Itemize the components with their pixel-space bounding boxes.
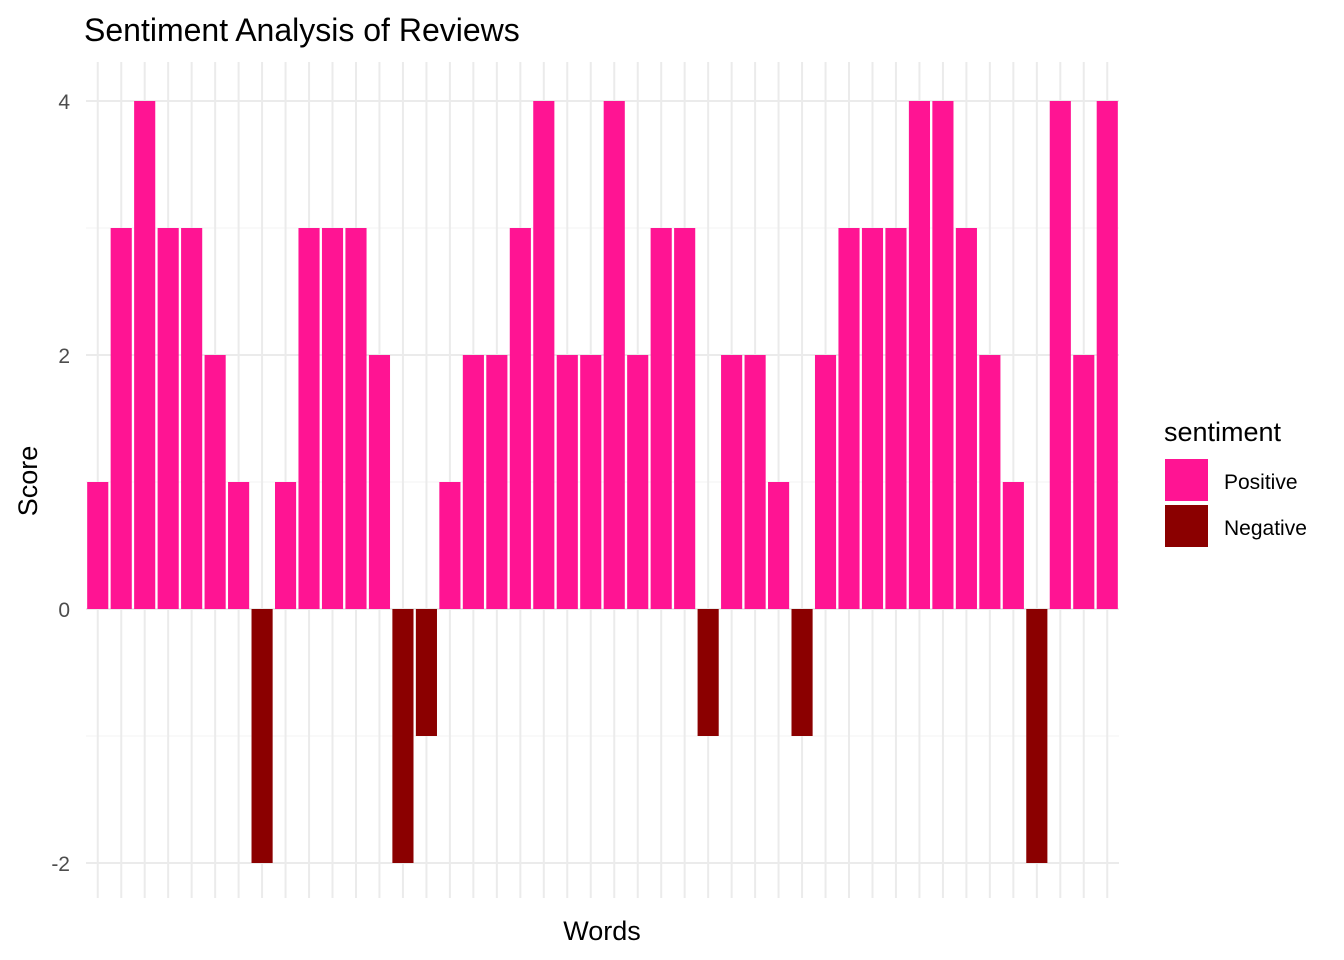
bar-negative bbox=[697, 609, 719, 736]
bar-positive bbox=[955, 228, 977, 609]
y-tick-label: 2 bbox=[58, 345, 70, 368]
legend-label-negative: Negative bbox=[1224, 517, 1307, 540]
bar-positive bbox=[908, 101, 931, 609]
bar-negative bbox=[415, 609, 437, 736]
bar-positive bbox=[814, 355, 837, 609]
bar-positive bbox=[345, 228, 367, 609]
bar-positive bbox=[87, 482, 109, 609]
bar-positive bbox=[768, 482, 790, 609]
bar-positive bbox=[368, 355, 391, 609]
bar-positive bbox=[181, 228, 203, 609]
bar-positive bbox=[134, 101, 156, 609]
legend-swatch-positive bbox=[1165, 459, 1208, 501]
bar-positive bbox=[462, 355, 484, 609]
bar-negative bbox=[392, 609, 414, 863]
x-axis-title: Words bbox=[563, 916, 641, 946]
bar-positive bbox=[274, 482, 297, 609]
bar-positive bbox=[1049, 101, 1071, 609]
bar-positive bbox=[861, 228, 884, 609]
bar-positive bbox=[885, 228, 907, 609]
bar-positive bbox=[298, 228, 320, 609]
bar-positive bbox=[439, 482, 461, 609]
bar-negative bbox=[251, 609, 273, 863]
y-axis-ticks: -2 0 2 4 bbox=[51, 91, 70, 876]
bar-positive bbox=[486, 355, 508, 609]
legend-swatch-negative bbox=[1165, 505, 1208, 547]
bar-positive bbox=[580, 355, 602, 609]
bar-positive bbox=[721, 355, 743, 609]
bar-positive bbox=[932, 101, 954, 609]
bar-positive bbox=[650, 228, 672, 609]
bar-positive bbox=[1096, 101, 1118, 609]
bar-positive bbox=[204, 355, 226, 609]
bar-positive bbox=[603, 101, 625, 609]
bar-positive bbox=[533, 101, 555, 609]
bar-positive bbox=[556, 355, 578, 609]
y-tick-label: -2 bbox=[51, 853, 70, 876]
bar-positive bbox=[1073, 355, 1095, 609]
bar-positive bbox=[838, 228, 860, 609]
bar-positive bbox=[228, 482, 250, 609]
bar-negative bbox=[1026, 609, 1048, 863]
bars bbox=[87, 101, 1118, 863]
bar-positive bbox=[509, 228, 531, 609]
bar-positive bbox=[110, 228, 132, 609]
bar-positive bbox=[1002, 482, 1024, 609]
chart-title: Sentiment Analysis of Reviews bbox=[84, 12, 520, 48]
legend: sentiment Positive Negative bbox=[1164, 417, 1307, 547]
bar-positive bbox=[674, 228, 696, 609]
bar-negative bbox=[791, 609, 813, 736]
y-axis-title: Score bbox=[13, 446, 43, 517]
y-tick-label: 4 bbox=[58, 91, 70, 114]
bar-positive bbox=[321, 228, 344, 609]
y-tick-label: 0 bbox=[58, 599, 70, 622]
bar-positive bbox=[157, 228, 179, 609]
legend-title: sentiment bbox=[1164, 417, 1282, 447]
bar-positive bbox=[744, 355, 766, 609]
bar-positive bbox=[979, 355, 1001, 609]
bar-positive bbox=[627, 355, 649, 609]
legend-label-positive: Positive bbox=[1224, 471, 1298, 494]
